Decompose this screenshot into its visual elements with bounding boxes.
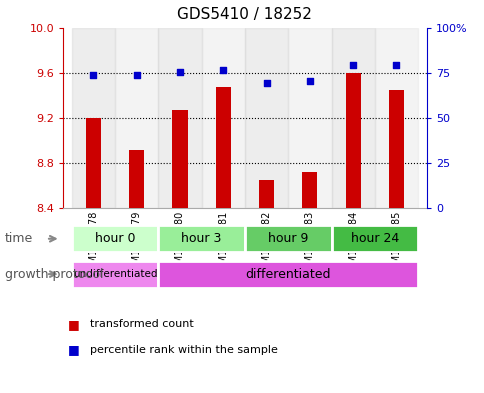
Text: growth protocol: growth protocol bbox=[5, 268, 103, 281]
Bar bbox=[345, 73, 360, 208]
Bar bbox=[158, 28, 201, 208]
Bar bbox=[244, 28, 287, 208]
Title: GDS5410 / 18252: GDS5410 / 18252 bbox=[177, 7, 312, 22]
Bar bbox=[72, 28, 115, 208]
Bar bbox=[201, 28, 244, 208]
Text: transformed count: transformed count bbox=[90, 319, 193, 329]
Bar bbox=[331, 28, 374, 208]
Text: hour 3: hour 3 bbox=[181, 232, 221, 245]
Bar bbox=[215, 87, 230, 208]
Bar bbox=[258, 180, 273, 208]
Point bbox=[219, 67, 227, 73]
Bar bbox=[172, 110, 187, 208]
Point bbox=[262, 79, 270, 86]
Text: hour 24: hour 24 bbox=[350, 232, 398, 245]
Bar bbox=[374, 28, 417, 208]
Point bbox=[392, 62, 399, 69]
Text: ■: ■ bbox=[68, 343, 79, 356]
Bar bbox=[244, 225, 331, 252]
Text: time: time bbox=[5, 232, 33, 245]
Bar bbox=[388, 90, 403, 208]
Bar bbox=[129, 150, 144, 208]
Bar bbox=[158, 261, 417, 288]
Point bbox=[348, 61, 356, 68]
Point bbox=[305, 78, 313, 84]
Bar bbox=[302, 172, 317, 208]
Text: hour 9: hour 9 bbox=[268, 232, 308, 245]
Text: ■: ■ bbox=[68, 318, 79, 331]
Point bbox=[89, 72, 97, 78]
Text: percentile rank within the sample: percentile rank within the sample bbox=[90, 345, 277, 355]
Text: hour 0: hour 0 bbox=[94, 232, 135, 245]
Text: differentiated: differentiated bbox=[245, 268, 330, 281]
Bar bbox=[72, 261, 158, 288]
Bar bbox=[158, 225, 244, 252]
Bar bbox=[115, 28, 158, 208]
Bar bbox=[287, 28, 331, 208]
Point bbox=[176, 69, 183, 75]
Bar bbox=[86, 118, 101, 208]
Text: undifferentiated: undifferentiated bbox=[73, 269, 157, 279]
Bar bbox=[331, 225, 417, 252]
Point bbox=[133, 72, 140, 79]
Bar bbox=[72, 225, 158, 252]
